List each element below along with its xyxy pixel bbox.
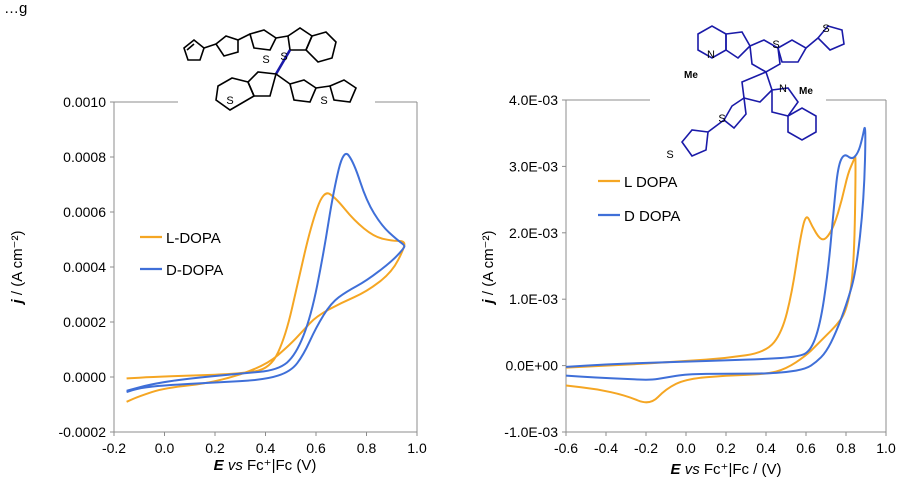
ring-thiophene-3 <box>289 79 317 103</box>
series-line-l-dopa <box>565 155 857 404</box>
ring-benzothiophene-upper <box>287 27 313 51</box>
atom-label-s: S <box>320 95 327 107</box>
ring-benzo-upper <box>305 31 337 63</box>
x-tick-label: 0.4 <box>756 440 776 456</box>
y-tick-label: 2.0E-03 <box>509 225 558 241</box>
x-tick-label: 0.0 <box>676 440 696 456</box>
y-tick-label: 0.0002 <box>63 314 106 330</box>
legend-label: L-DOPA <box>166 230 221 247</box>
y-tick-label: 0.0E+00 <box>505 358 558 374</box>
series-line-d-dopa <box>565 127 867 381</box>
atom-label-s: S <box>822 23 829 35</box>
x-tick-label: 1.0 <box>876 440 896 456</box>
x-tick-label: 0.4 <box>256 440 276 456</box>
ring-thiophene-4 <box>329 79 357 103</box>
legend-label: L DOPA <box>624 174 677 191</box>
y-tick-label: -0.0002 <box>59 424 107 440</box>
x-tick-label: 0.2 <box>205 440 225 456</box>
chart-left-l-d-dopa: -0.0002 0.0000 0.0002 0.0004 0.0006 0.0008 0.0… <box>9 94 427 474</box>
x-tick-label: -0.2 <box>102 440 126 456</box>
molecule-left-atom-labels: S SS S <box>226 51 327 107</box>
top-text-fragment: …g <box>4 0 28 17</box>
y-tick-label: 0.0010 <box>63 94 106 110</box>
atom-label-s: S <box>772 39 779 51</box>
x-tick-label: 0.8 <box>357 440 377 456</box>
atom-label-s: S <box>226 95 233 107</box>
molecule-right-atom-labels: S S N N Me Me S S <box>666 23 829 161</box>
x-tick-label: 0.0 <box>155 440 175 456</box>
chart-right-l-d-dopa: -1.0E-03 0.0E+00 1.0E-03 2.0E-03 3.0E-03 4.0E… <box>480 92 896 478</box>
x-tick-label: -0.6 <box>554 440 578 456</box>
y-tick-label: 0.0006 <box>63 204 106 220</box>
legend-label: D DOPA <box>624 208 680 225</box>
x-tick-label: 0.8 <box>836 440 856 456</box>
ring-benzo-lower <box>215 77 256 111</box>
y-axis-label: j / (A cm⁻²) <box>9 231 26 306</box>
ring-thiophene-c <box>722 96 747 130</box>
y-tick-label: 1.0E-03 <box>509 291 558 307</box>
ring-central-a <box>749 39 781 73</box>
x-tick-label: -0.2 <box>634 440 658 456</box>
atom-label-me: Me <box>684 70 698 81</box>
y-tick-label: -1.0E-03 <box>504 424 558 440</box>
x-tick-label: 1.0 <box>407 440 427 456</box>
ring-thiophene-a <box>777 39 808 63</box>
ring-thiophene-2 <box>249 29 278 51</box>
series-line-l-dopa <box>126 192 406 403</box>
molecule-structure-right <box>680 25 845 157</box>
ring-benzo-b <box>787 107 817 141</box>
x-tick-label: -0.4 <box>594 440 618 456</box>
ring-thiophene-1 <box>214 35 239 57</box>
y-tick-label: 0.0008 <box>63 149 106 165</box>
series-line-d-dopa <box>126 152 406 394</box>
molecule-structure-left <box>183 27 357 111</box>
x-tick-label: 0.6 <box>306 440 326 456</box>
atom-label-n: N <box>779 83 787 95</box>
atom-label-n: N <box>707 49 715 61</box>
atom-label-s: S <box>718 113 725 125</box>
x-tick-label: 0.2 <box>716 440 736 456</box>
atom-label-s: S <box>262 54 269 66</box>
x-tick-label: 0.6 <box>796 440 816 456</box>
legend-label: D-DOPA <box>166 262 223 279</box>
y-tick-label: 3.0E-03 <box>509 158 558 174</box>
ring-pyrrole-a <box>725 31 751 60</box>
y-axis-label: j / (A cm⁻²) <box>480 231 497 306</box>
y-tick-label: 0.0004 <box>63 259 106 275</box>
y-tick-label: 0.0000 <box>63 369 106 385</box>
atom-label-me: Me <box>799 86 813 97</box>
x-axis-label: E vs Fc⁺|Fc / (V) <box>671 461 782 478</box>
ring-cyclopentadiene <box>183 38 205 61</box>
ring-pyrrole-b <box>771 87 799 117</box>
ring-central-b <box>741 70 773 103</box>
ring-thiophene-d <box>680 129 709 157</box>
atom-label-s: S <box>280 51 287 63</box>
x-axis-label: E vs Fc⁺|Fc (V) <box>214 457 317 474</box>
ring-thiophene-b <box>816 25 845 51</box>
y-tick-label: 4.0E-03 <box>509 92 558 108</box>
atom-label-s: S <box>666 149 673 161</box>
